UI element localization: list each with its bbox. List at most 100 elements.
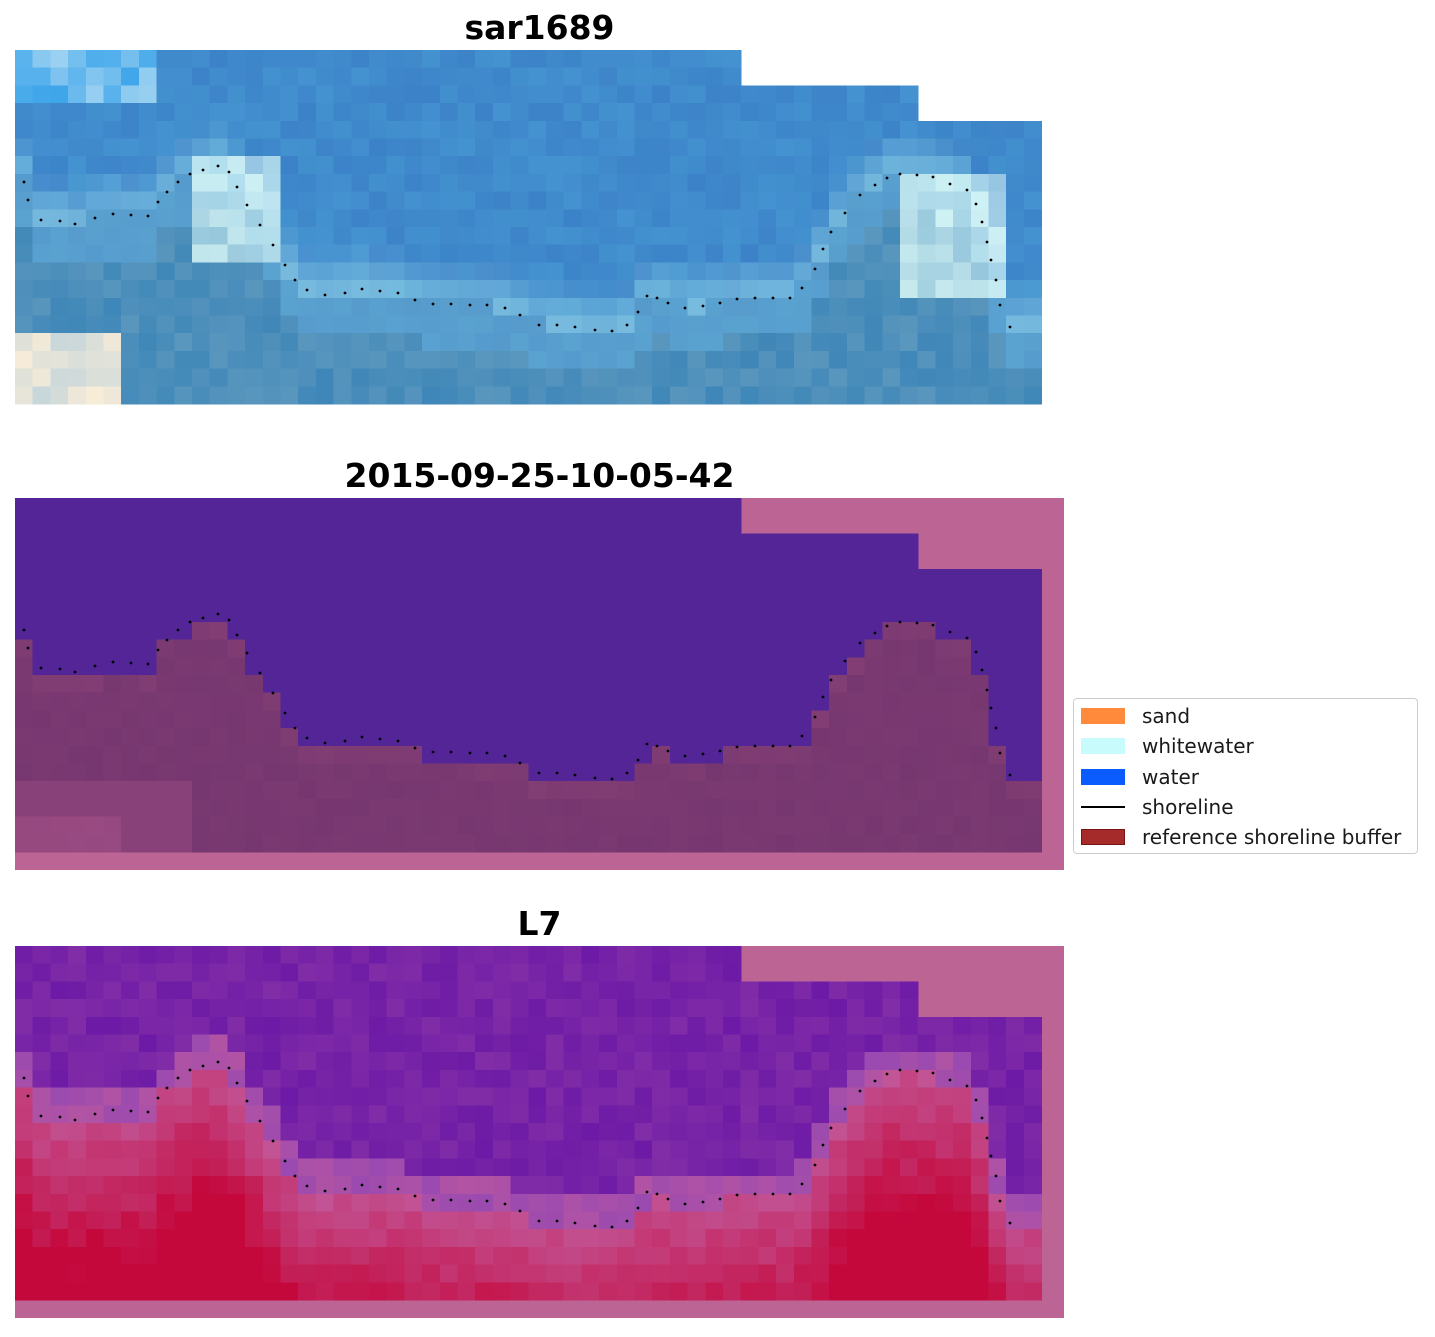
image-pixel — [1023, 798, 1043, 818]
image-pixel — [988, 227, 1007, 246]
image-pixel — [846, 297, 866, 317]
image-pixel — [793, 763, 813, 782]
image-pixel — [705, 515, 724, 534]
image-pixel — [900, 604, 919, 623]
image-pixel — [245, 120, 264, 140]
image-pixel — [705, 173, 724, 193]
image-pixel — [315, 745, 335, 765]
image-pixel — [85, 191, 105, 210]
image-pixel — [882, 1229, 901, 1248]
image-pixel — [280, 604, 299, 623]
image-pixel — [829, 191, 848, 210]
image-pixel — [156, 191, 175, 210]
image-pixel — [227, 551, 246, 570]
image-pixel — [192, 781, 211, 800]
image-pixel — [280, 639, 299, 658]
shoreline-point — [610, 1225, 614, 1229]
image-pixel — [705, 85, 724, 104]
image-pixel — [953, 639, 972, 658]
image-pixel — [634, 745, 653, 765]
image-pixel — [917, 1087, 936, 1106]
image-pixel — [1023, 191, 1043, 210]
image-pixel — [280, 156, 299, 175]
image-pixel — [15, 315, 34, 334]
image-pixel — [705, 621, 724, 641]
image-pixel — [85, 350, 105, 370]
image-pixel — [404, 173, 423, 193]
shoreline-point — [931, 175, 935, 179]
image-pixel — [563, 1282, 582, 1301]
image-pixel — [935, 1123, 954, 1142]
image-pixel — [15, 1140, 34, 1159]
image-pixel — [652, 1176, 671, 1195]
image-pixel — [953, 297, 972, 317]
image-pixel — [386, 1105, 405, 1124]
image-pixel — [138, 568, 158, 588]
image-pixel — [811, 244, 830, 263]
image-pixel — [970, 1105, 990, 1124]
image-pixel — [864, 120, 883, 140]
image-pixel — [439, 498, 459, 517]
image-pixel — [138, 946, 158, 965]
image-pixel — [528, 568, 547, 588]
image-pixel — [32, 1105, 51, 1124]
image-pixel — [404, 692, 423, 711]
image-pixel — [333, 120, 352, 140]
image-pixel — [652, 227, 671, 246]
image-pixel — [546, 710, 565, 729]
image-pixel — [846, 816, 866, 835]
image-pixel — [900, 745, 919, 765]
image-pixel — [510, 639, 529, 658]
shoreline-point — [485, 1199, 489, 1203]
image-pixel — [864, 999, 883, 1018]
image-pixel — [475, 138, 494, 157]
image-pixel — [864, 191, 883, 210]
image-pixel — [492, 85, 512, 104]
image-pixel — [758, 368, 777, 387]
image-pixel — [422, 710, 441, 729]
shoreline-point — [821, 695, 825, 699]
image-pixel — [669, 67, 689, 86]
image-pixel — [546, 138, 565, 157]
image-pixel — [829, 1140, 848, 1159]
image-pixel — [85, 533, 105, 552]
image-pixel — [793, 798, 813, 818]
image-pixel — [121, 191, 140, 210]
image-pixel — [386, 1140, 405, 1159]
image-pixel — [917, 1176, 936, 1195]
image-pixel — [546, 262, 565, 281]
image-pixel — [1006, 1193, 1025, 1213]
image-pixel — [723, 946, 742, 965]
image-pixel — [634, 191, 653, 210]
image-pixel — [846, 315, 866, 334]
image-pixel — [404, 816, 423, 835]
image-pixel — [740, 1246, 759, 1266]
image-pixel — [669, 315, 689, 334]
image-pixel — [705, 816, 724, 835]
image-pixel — [687, 85, 706, 104]
image-pixel — [882, 834, 901, 853]
image-pixel — [156, 999, 175, 1018]
image-pixel — [546, 763, 565, 782]
image-pixel — [634, 834, 653, 853]
image-pixel — [652, 568, 671, 588]
image-pixel — [227, 621, 246, 641]
image-pixel — [85, 280, 105, 299]
image-pixel — [174, 1193, 193, 1213]
image-pixel — [740, 781, 759, 800]
image-pixel — [599, 798, 618, 818]
image-pixel — [315, 67, 335, 86]
image-pixel — [563, 1087, 582, 1106]
image-pixel — [298, 244, 317, 263]
shoreline-point — [58, 219, 62, 223]
image-pixel — [50, 946, 69, 965]
image-pixel — [369, 675, 388, 694]
image-pixel — [85, 368, 105, 387]
image-pixel — [15, 209, 34, 228]
shoreline-point — [323, 1189, 327, 1193]
image-pixel — [369, 551, 388, 570]
image-pixel — [776, 1105, 795, 1124]
image-pixel — [192, 244, 211, 263]
image-pixel — [687, 1140, 706, 1159]
image-pixel — [687, 1264, 706, 1283]
